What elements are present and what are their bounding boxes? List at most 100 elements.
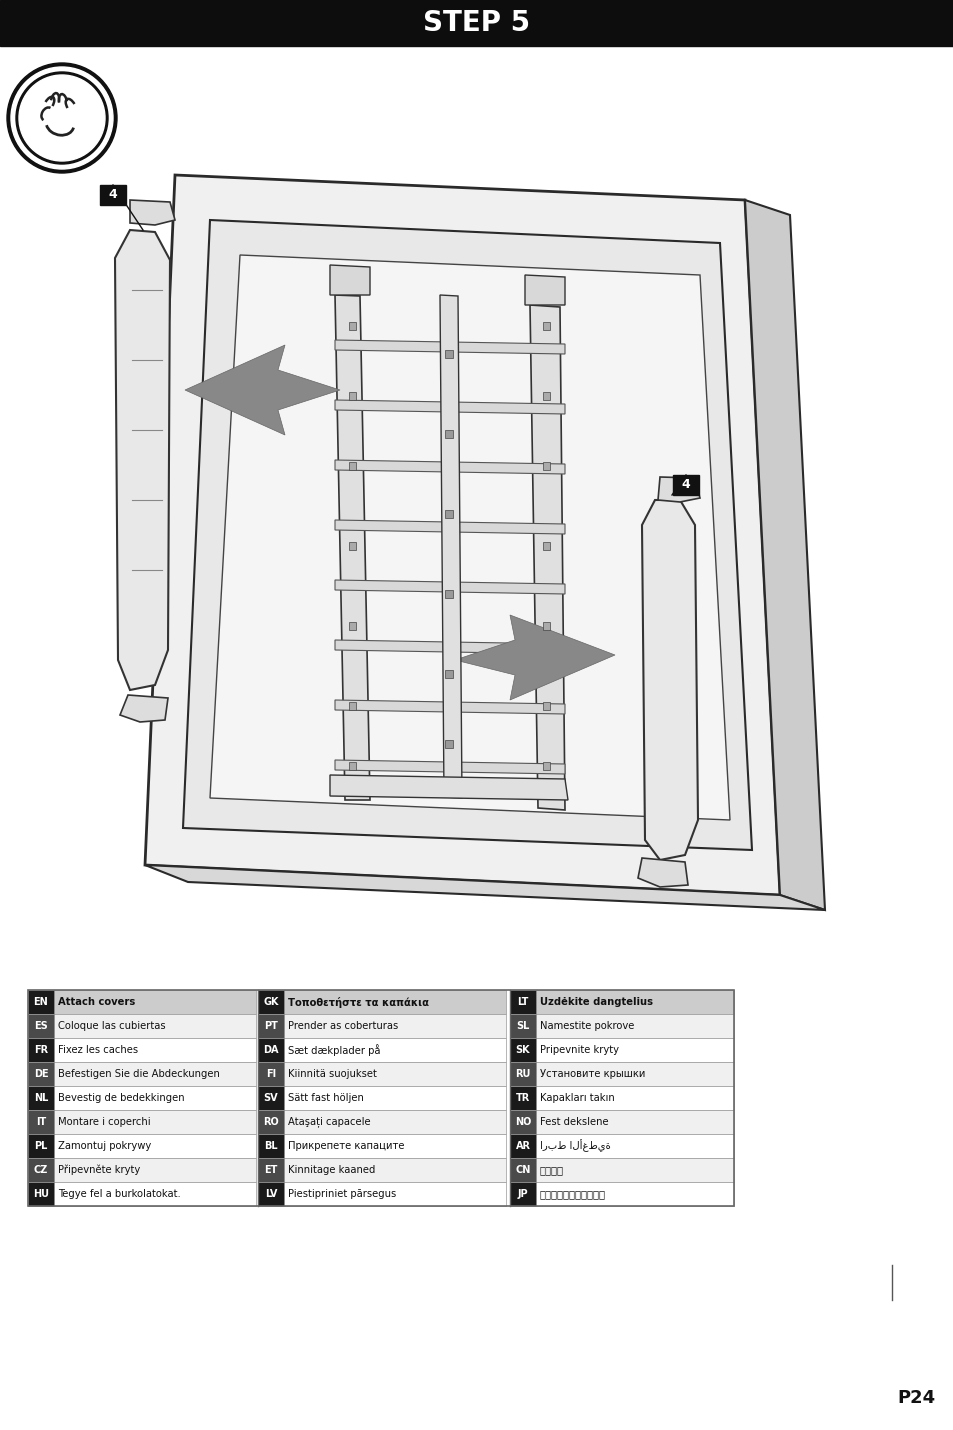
Bar: [54, 1038, 255, 1062]
Bar: [536, 1014, 733, 1038]
Bar: [536, 990, 733, 1014]
Bar: [54, 1014, 255, 1038]
Text: Tegye fel a burkolatokat.: Tegye fel a burkolatokat.: [58, 1188, 180, 1198]
Polygon shape: [542, 762, 550, 769]
Text: Pripevnite kryty: Pripevnite kryty: [539, 1045, 618, 1055]
Polygon shape: [335, 581, 564, 593]
Text: CZ: CZ: [33, 1165, 49, 1175]
Text: STEP 5: STEP 5: [423, 9, 530, 37]
Bar: [28, 1038, 54, 1062]
Bar: [510, 1158, 536, 1183]
Text: Připevněte kryty: Připevněte kryty: [58, 1165, 140, 1175]
Polygon shape: [439, 295, 461, 798]
Text: PT: PT: [264, 1021, 277, 1031]
Bar: [510, 1062, 536, 1085]
Bar: [28, 1158, 54, 1183]
Bar: [536, 1038, 733, 1062]
Text: 连接外盖: 连接外盖: [539, 1165, 563, 1175]
Text: LV: LV: [265, 1188, 277, 1198]
Text: カバーを取り付けます。: カバーを取り付けます。: [539, 1188, 605, 1198]
Bar: [28, 990, 733, 1205]
Text: ES: ES: [34, 1021, 48, 1031]
Bar: [284, 1183, 505, 1205]
Text: 4: 4: [109, 189, 117, 202]
Bar: [257, 1014, 284, 1038]
Polygon shape: [444, 739, 453, 748]
Bar: [28, 1183, 54, 1205]
Bar: [28, 1085, 54, 1110]
Bar: [536, 1110, 733, 1134]
Bar: [100, 184, 126, 204]
Text: BL: BL: [264, 1141, 277, 1151]
Bar: [536, 1134, 733, 1158]
Polygon shape: [444, 591, 453, 598]
Polygon shape: [349, 392, 355, 400]
Text: Bevestig de bedekkingen: Bevestig de bedekkingen: [58, 1093, 185, 1103]
Bar: [510, 1110, 536, 1134]
Bar: [257, 1110, 284, 1134]
Text: DA: DA: [263, 1045, 278, 1055]
Polygon shape: [115, 230, 170, 691]
Text: اربط الأغطية: اربط الأغطية: [539, 1140, 610, 1153]
Text: GK: GK: [263, 997, 278, 1007]
Polygon shape: [524, 275, 564, 305]
Bar: [536, 1062, 733, 1085]
Polygon shape: [335, 701, 564, 714]
Text: Attach covers: Attach covers: [58, 997, 135, 1007]
Polygon shape: [658, 478, 700, 502]
Polygon shape: [120, 695, 168, 722]
Bar: [28, 1110, 54, 1134]
Bar: [257, 1085, 284, 1110]
Text: Coloque las cubiertas: Coloque las cubiertas: [58, 1021, 166, 1031]
Bar: [536, 1085, 733, 1110]
Polygon shape: [444, 511, 453, 518]
Bar: [54, 1183, 255, 1205]
Text: PL: PL: [34, 1141, 48, 1151]
Circle shape: [7, 63, 117, 173]
Polygon shape: [335, 521, 564, 533]
Bar: [257, 1183, 284, 1205]
Text: Montare i coperchi: Montare i coperchi: [58, 1117, 151, 1127]
Bar: [284, 1085, 505, 1110]
Polygon shape: [335, 295, 370, 799]
Text: Sätt fast höljen: Sätt fast höljen: [288, 1093, 363, 1103]
Text: SL: SL: [516, 1021, 529, 1031]
Polygon shape: [744, 200, 824, 909]
Polygon shape: [542, 622, 550, 631]
Text: RO: RO: [263, 1117, 278, 1127]
Text: FI: FI: [266, 1070, 275, 1080]
Bar: [510, 1014, 536, 1038]
Text: NL: NL: [33, 1093, 49, 1103]
Text: Установите крышки: Установите крышки: [539, 1070, 644, 1080]
Text: Ataşați capacele: Ataşați capacele: [288, 1117, 370, 1127]
Polygon shape: [349, 622, 355, 631]
Polygon shape: [530, 305, 564, 809]
Text: JP: JP: [517, 1188, 528, 1198]
Polygon shape: [335, 641, 564, 654]
Polygon shape: [349, 702, 355, 711]
Text: 4: 4: [680, 479, 690, 492]
Bar: [284, 1158, 505, 1183]
Bar: [536, 1183, 733, 1205]
Text: NO: NO: [515, 1117, 531, 1127]
Polygon shape: [145, 865, 824, 909]
Bar: [54, 1062, 255, 1085]
Bar: [28, 1014, 54, 1038]
Text: Befestigen Sie die Abdeckungen: Befestigen Sie die Abdeckungen: [58, 1070, 219, 1080]
Text: Namestite pokrove: Namestite pokrove: [539, 1021, 634, 1031]
Polygon shape: [444, 671, 453, 678]
Circle shape: [19, 74, 105, 162]
Polygon shape: [638, 858, 687, 887]
Bar: [54, 1110, 255, 1134]
Polygon shape: [335, 400, 564, 415]
Text: Fest dekslene: Fest dekslene: [539, 1117, 608, 1127]
Text: Zamontuj pokrywy: Zamontuj pokrywy: [58, 1141, 152, 1151]
Polygon shape: [335, 340, 564, 355]
Text: TR: TR: [516, 1093, 530, 1103]
Text: Τοποθετήστε τα καπάκια: Τοποθετήστε τα καπάκια: [288, 997, 429, 1008]
Text: Piestipriniet pārsegus: Piestipriniet pārsegus: [288, 1188, 395, 1198]
Polygon shape: [542, 542, 550, 551]
Polygon shape: [330, 265, 370, 295]
Text: AR: AR: [515, 1141, 530, 1151]
Text: FR: FR: [34, 1045, 48, 1055]
